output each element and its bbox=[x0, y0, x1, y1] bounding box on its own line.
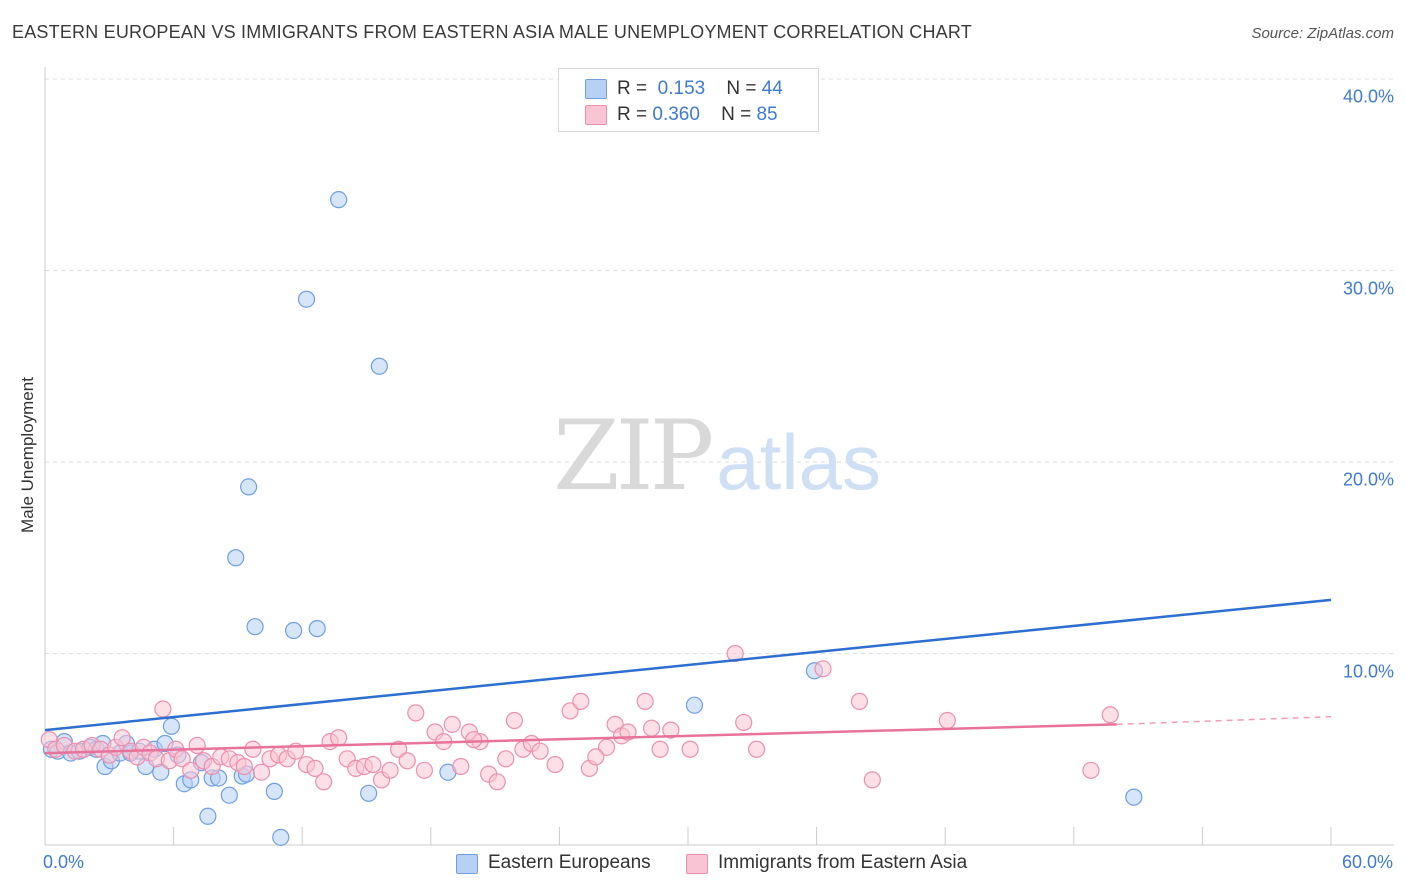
eastern-asia-point bbox=[188, 736, 206, 755]
eastern-asia-point bbox=[315, 773, 333, 791]
eastern-asia-point bbox=[561, 702, 579, 720]
eastern-europeans-trend-line bbox=[44, 598, 1332, 732]
eastern-asia-point bbox=[642, 719, 661, 737]
eastern-asia-point bbox=[863, 771, 881, 789]
eastern-europeans-point bbox=[227, 549, 245, 567]
eastern-asia-point bbox=[597, 738, 616, 756]
chart-title: EASTERN EUROPEAN VS IMMIGRANTS FROM EAST… bbox=[12, 22, 972, 42]
stats-legend: R = 0.153 N = 44 R = 0.360 N = 85 bbox=[558, 68, 819, 132]
eastern-europeans-point bbox=[272, 828, 290, 846]
eastern-asia-point bbox=[814, 660, 832, 678]
eastern-europeans-point bbox=[240, 478, 258, 496]
eastern-asia-trend-line bbox=[44, 723, 1117, 755]
eastern-europeans-point bbox=[199, 807, 217, 825]
eastern-asia-point bbox=[572, 692, 590, 710]
eastern-europeans-point bbox=[360, 784, 378, 802]
eastern-asia-point bbox=[747, 740, 766, 758]
y-tick-label: 20.0% bbox=[1342, 469, 1394, 490]
eastern-asia-point bbox=[488, 773, 506, 791]
eastern-asia-point bbox=[452, 757, 470, 776]
trend-lines bbox=[44, 598, 1332, 755]
eastern-europeans-point bbox=[285, 621, 303, 640]
watermark-zip: ZIP bbox=[553, 400, 714, 512]
eastern-asia-points bbox=[40, 644, 1119, 791]
eastern-asia-point bbox=[465, 731, 483, 749]
eastern-asia-point bbox=[1101, 706, 1119, 724]
eastern-asia-point bbox=[407, 704, 425, 722]
eastern-asia-point bbox=[113, 729, 131, 747]
eastern-asia-point bbox=[252, 763, 271, 781]
x-tick-label: 0.0% bbox=[43, 852, 85, 872]
y-axis-label: Male Unemployment bbox=[18, 377, 37, 533]
eastern-asia-point bbox=[330, 729, 348, 747]
eastern-asia-point bbox=[390, 740, 408, 758]
eastern-asia-point bbox=[505, 711, 523, 730]
eastern-europeans-points bbox=[42, 191, 1143, 846]
eastern-asia-point bbox=[726, 644, 744, 663]
eastern-asia-point bbox=[154, 700, 172, 718]
blue-swatch bbox=[456, 854, 478, 874]
eastern-asia-point bbox=[497, 750, 515, 768]
eastern-europeans-point bbox=[246, 618, 264, 636]
eastern-europeans-point bbox=[297, 290, 316, 308]
eastern-asia-point bbox=[182, 761, 200, 779]
r-value: 0.360 bbox=[652, 104, 700, 125]
n-label: N = bbox=[726, 78, 757, 99]
r-label: R = bbox=[617, 104, 648, 125]
y-tick-label: 30.0% bbox=[1342, 278, 1394, 298]
eastern-asia-point bbox=[364, 755, 382, 774]
eastern-asia-point bbox=[1082, 761, 1100, 779]
eastern-asia-point bbox=[587, 748, 605, 766]
eastern-asia-point bbox=[381, 761, 399, 779]
eastern-asia-point bbox=[850, 692, 869, 710]
eastern-europeans-point bbox=[1125, 788, 1143, 806]
eastern-asia-point bbox=[306, 759, 324, 778]
eastern-asia-trend-extension bbox=[1116, 715, 1332, 726]
eastern-europeans-point bbox=[162, 717, 181, 735]
pink-swatch bbox=[585, 105, 607, 125]
eastern-asia-point bbox=[546, 755, 564, 774]
y-tick-label: 40.0% bbox=[1342, 86, 1394, 107]
eastern-asia-point bbox=[398, 752, 416, 770]
eastern-asia-point bbox=[244, 740, 262, 758]
eastern-europeans-point bbox=[330, 191, 348, 209]
eastern-asia-point bbox=[173, 750, 191, 768]
eastern-asia-point bbox=[938, 711, 956, 730]
r-value: 0.153 bbox=[657, 78, 706, 99]
x-tick-label: 60.0% bbox=[1341, 852, 1393, 872]
r-label: R = bbox=[617, 78, 648, 99]
n-label: N = bbox=[721, 104, 752, 125]
eastern-asia-point bbox=[235, 757, 253, 776]
eastern-europeans-point bbox=[370, 357, 388, 375]
eastern-asia-point bbox=[735, 713, 753, 732]
eastern-asia-point bbox=[651, 740, 669, 758]
eastern-asia-point bbox=[681, 740, 699, 758]
y-tick-label: 10.0% bbox=[1342, 661, 1394, 681]
eastern-europeans-point bbox=[220, 786, 238, 804]
axis-layer bbox=[44, 67, 1394, 846]
blue-swatch bbox=[585, 79, 607, 99]
eastern-asia-point bbox=[619, 723, 637, 741]
n-value: 44 bbox=[761, 78, 783, 99]
eastern-asia-point bbox=[443, 715, 461, 733]
pink-swatch bbox=[686, 854, 708, 874]
eastern-asia-point bbox=[415, 761, 433, 779]
grid-layer bbox=[45, 78, 1394, 654]
n-value: 85 bbox=[756, 104, 778, 125]
legend-label: Immigrants from Eastern Asia bbox=[718, 852, 968, 873]
eastern-asia-point bbox=[636, 692, 654, 710]
eastern-europeans-point bbox=[685, 696, 704, 714]
chart-source: Source: ZipAtlas.com bbox=[1251, 25, 1394, 42]
eastern-europeans-point bbox=[308, 620, 326, 638]
watermark-atlas: atlas bbox=[716, 418, 881, 506]
zipatlas-watermark: ZIPatlas bbox=[553, 400, 881, 512]
eastern-asia-point bbox=[662, 721, 680, 739]
eastern-asia-point bbox=[531, 742, 549, 760]
eastern-europeans-point bbox=[265, 782, 283, 800]
legend-label: Eastern Europeans bbox=[488, 852, 651, 873]
